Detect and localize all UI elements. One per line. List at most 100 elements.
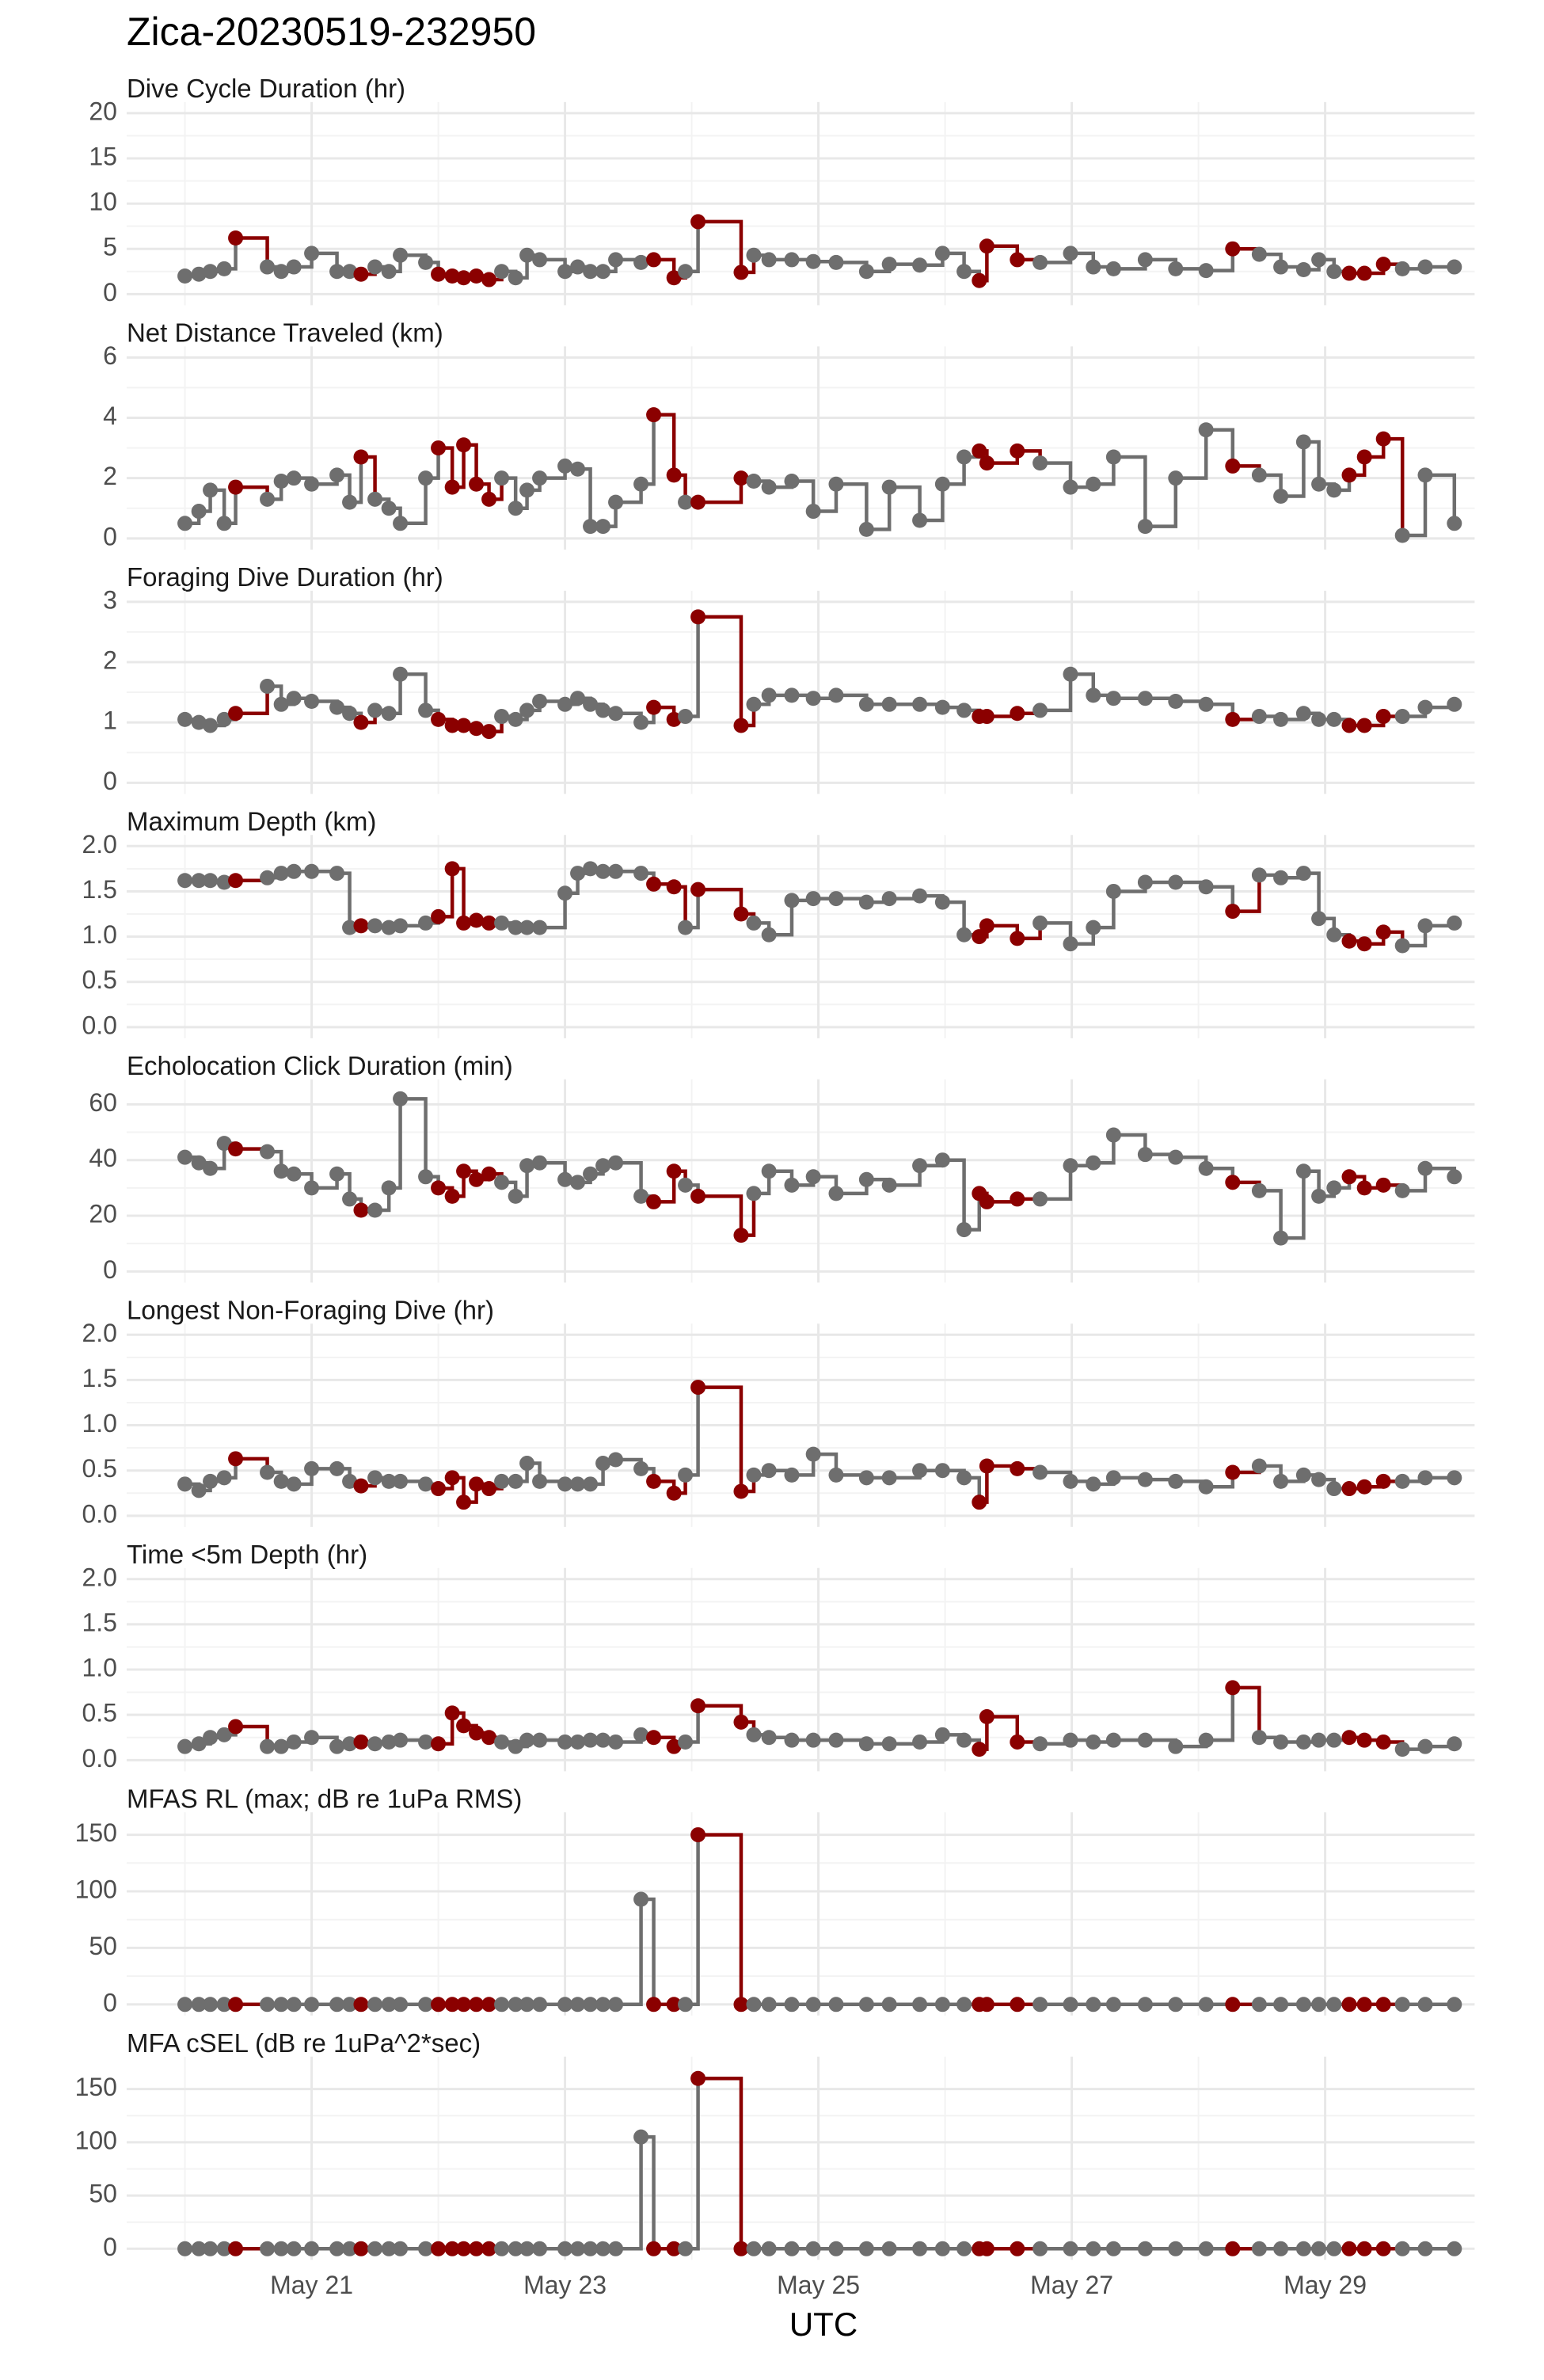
step-segment — [615, 1160, 643, 1197]
data-point — [1356, 1732, 1372, 1748]
step-segment — [919, 484, 945, 523]
data-point — [418, 1734, 434, 1750]
y-tick-label: 10 — [89, 188, 117, 216]
data-point — [633, 476, 649, 492]
data-point — [1137, 252, 1153, 268]
data-point — [304, 1180, 320, 1196]
data-point — [690, 1380, 706, 1396]
step-segment — [400, 1097, 428, 1177]
data-point — [1033, 1736, 1048, 1752]
data-point — [1273, 1997, 1289, 2013]
data-point — [304, 476, 320, 492]
data-point — [508, 501, 523, 516]
data-point — [1326, 711, 1342, 727]
y-tick-label: 1.0 — [82, 920, 116, 949]
data-point — [1394, 1997, 1410, 2013]
data-point — [1251, 1458, 1267, 1474]
data-point — [342, 1191, 358, 1207]
step-segment — [769, 900, 794, 937]
data-point — [557, 1171, 573, 1187]
data-point — [646, 252, 662, 268]
y-tick-label: 0.5 — [82, 1454, 116, 1483]
data-point — [1341, 1730, 1357, 1746]
data-point — [1295, 1997, 1311, 2013]
data-point — [273, 1473, 289, 1489]
data-point — [912, 2241, 928, 2256]
data-point — [746, 473, 762, 489]
y-tick-label: 40 — [89, 1144, 117, 1172]
step-segment — [1040, 461, 1073, 488]
data-point — [532, 1732, 548, 1748]
data-point — [1137, 1472, 1153, 1487]
data-point — [203, 1997, 219, 2013]
data-point — [583, 1166, 599, 1182]
data-point — [1356, 936, 1372, 952]
data-point — [646, 1730, 662, 1746]
step-segment — [1206, 1687, 1235, 1742]
data-point — [570, 259, 586, 275]
data-point — [1394, 261, 1410, 276]
step-segment — [698, 1194, 743, 1236]
data-point — [367, 259, 383, 275]
data-point — [761, 1163, 777, 1179]
data-point — [633, 1727, 649, 1742]
data-point — [858, 1171, 874, 1187]
data-point — [456, 437, 472, 453]
data-point — [456, 1163, 472, 1179]
data-point — [431, 711, 447, 727]
data-point — [979, 918, 994, 934]
data-point — [934, 2241, 950, 2256]
x-tick-label: May 27 — [1030, 2271, 1113, 2299]
data-point — [519, 1456, 535, 1472]
step-segment — [1232, 874, 1261, 913]
data-point — [481, 724, 497, 740]
data-point — [746, 1727, 762, 1742]
data-point — [633, 2129, 649, 2145]
data-point — [570, 1175, 586, 1190]
y-tick-label: 1.5 — [82, 875, 116, 904]
data-point — [1394, 527, 1410, 543]
data-point — [532, 920, 548, 935]
data-point — [481, 1166, 497, 1182]
data-point — [494, 264, 510, 280]
data-point — [1063, 246, 1078, 261]
data-point — [1225, 458, 1241, 474]
data-point — [191, 266, 207, 282]
data-point — [858, 264, 874, 280]
data-point — [273, 1738, 289, 1754]
step-segment — [866, 487, 892, 531]
y-tick-label: 1 — [103, 706, 117, 735]
data-point — [444, 268, 460, 284]
data-point — [494, 709, 510, 725]
data-point — [608, 2241, 624, 2256]
step-segment — [1113, 455, 1147, 527]
data-point — [444, 479, 460, 495]
data-point — [1225, 904, 1241, 920]
data-point — [1225, 1997, 1241, 2013]
data-point — [690, 494, 706, 510]
data-point — [329, 699, 345, 715]
data-point — [532, 1155, 548, 1171]
data-point — [177, 1149, 193, 1165]
data-point — [1198, 1997, 1214, 2013]
data-point — [177, 516, 193, 531]
data-point — [1417, 918, 1433, 934]
data-point — [342, 920, 358, 935]
data-point — [595, 2241, 611, 2256]
data-point — [1105, 2241, 1121, 2256]
data-point — [761, 479, 777, 495]
data-point — [746, 915, 762, 931]
data-point — [191, 2241, 207, 2256]
data-point — [260, 491, 276, 507]
data-point — [1447, 1736, 1462, 1752]
step-segment — [615, 1898, 643, 2007]
data-point — [353, 714, 369, 730]
data-point — [746, 247, 762, 263]
data-point — [1341, 467, 1357, 483]
data-point — [393, 1091, 409, 1106]
data-point — [393, 918, 409, 934]
data-point — [393, 516, 409, 531]
data-point — [979, 455, 994, 471]
data-point — [532, 470, 548, 486]
data-point — [1198, 1479, 1214, 1495]
